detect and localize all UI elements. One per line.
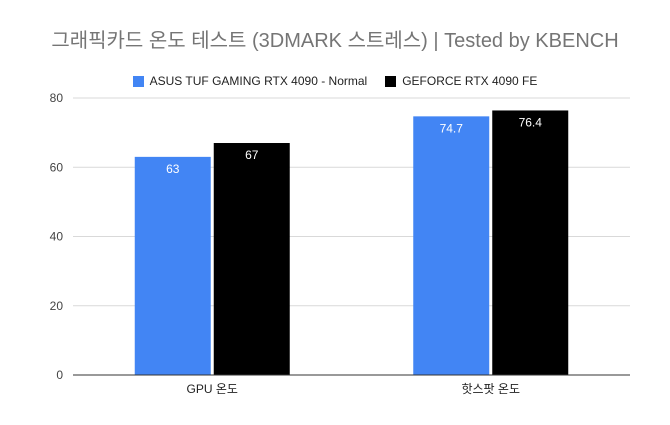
bar-value-label-0-0: 63 (166, 162, 180, 176)
bar-0-1 (213, 143, 290, 375)
y-tick-label-20: 20 (50, 299, 64, 313)
x-tick-label-0: GPU 온도 (187, 382, 238, 396)
y-tick-label-60: 60 (50, 160, 64, 174)
bar-1-0 (413, 116, 490, 375)
legend-item-fe: GEFORCE RTX 4090 FE (385, 74, 537, 88)
legend-label-asus: ASUS TUF GAMING RTX 4090 - Normal (149, 74, 368, 88)
bar-value-label-1-0: 74.7 (440, 121, 464, 135)
y-tick-label-80: 80 (50, 91, 64, 105)
bar-value-label-0-1: 67 (245, 148, 259, 162)
legend-swatch-fe (385, 75, 397, 87)
y-tick-label-0: 0 (56, 368, 63, 382)
x-tick-label-1: 핫스팟 온도 (461, 382, 520, 396)
legend-item-asus: ASUS TUF GAMING RTX 4090 - Normal (132, 74, 368, 88)
chart-title: 그래픽카드 온도 테스트 (3DMARK 스트레스) | Tested by K… (51, 30, 619, 52)
bar-0-0 (134, 156, 211, 375)
bar-1-1 (492, 110, 569, 375)
legend-label-fe: GEFORCE RTX 4090 FE (402, 74, 538, 88)
chart-legend: ASUS TUF GAMING RTX 4090 - Normal GEFORC… (0, 74, 670, 88)
legend-swatch-asus (132, 75, 144, 87)
bar-value-label-1-1: 76.4 (519, 115, 543, 129)
y-tick-label-40: 40 (50, 230, 64, 244)
